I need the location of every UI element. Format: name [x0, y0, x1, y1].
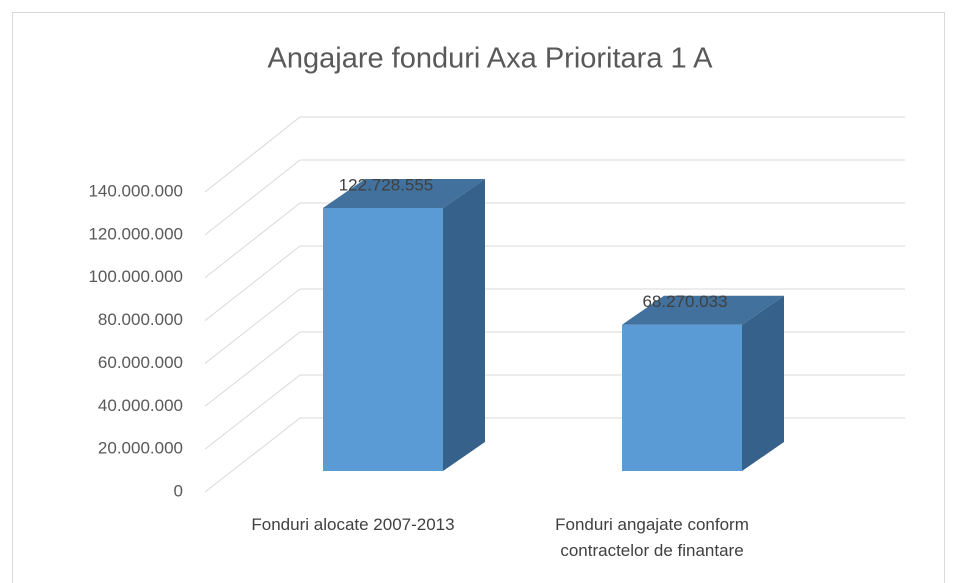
y-tick-label: 20.000.000 — [98, 439, 183, 458]
y-tick-label: 60.000.000 — [98, 353, 183, 372]
bar-top — [323, 179, 485, 209]
x-tick-label: Fonduri angajate conform contractelor de… — [555, 515, 749, 560]
grid-line — [204, 116, 301, 193]
grid-line — [204, 374, 301, 450]
data-label: 122.728.555 — [339, 175, 434, 194]
bar-side — [443, 179, 485, 471]
grid-line — [204, 417, 301, 493]
grid-line — [204, 159, 301, 236]
y-tick-label: 0 — [174, 481, 183, 500]
grid-line — [204, 288, 301, 364]
y-tick-label: 100.000.000 — [88, 267, 183, 286]
bar-side — [742, 295, 784, 471]
bar-top — [622, 295, 784, 325]
y-tick-label: 80.000.000 — [98, 310, 183, 329]
y-tick-label: 40.000.000 — [98, 396, 183, 415]
y-tick-label: 120.000.000 — [88, 224, 183, 243]
bar — [622, 324, 742, 471]
bar — [323, 208, 443, 471]
chart-title: Angajare fonduri Axa Prioritara 1 A — [268, 43, 714, 75]
data-label: 68.270.033 — [642, 292, 727, 311]
y-tick-label: 140.000.000 — [88, 181, 183, 200]
grid-line — [204, 331, 301, 407]
x-tick-label: Fonduri alocate 2007-2013 — [251, 515, 455, 534]
grid-line — [204, 202, 301, 279]
grid-line — [204, 245, 301, 321]
